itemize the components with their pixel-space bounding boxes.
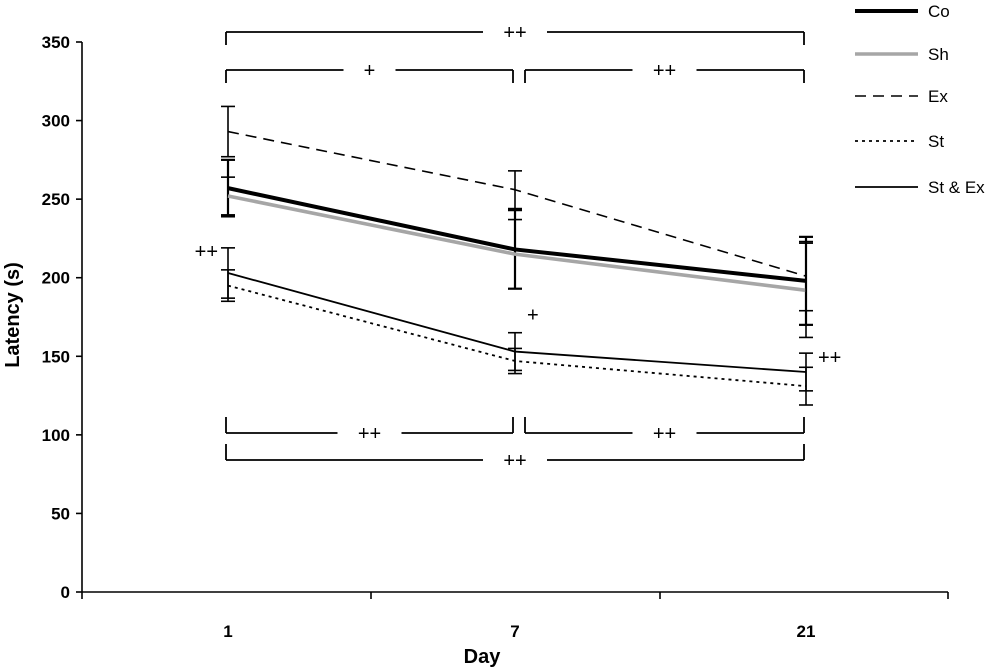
- legend-item: St: [855, 132, 944, 151]
- series-co: [221, 158, 813, 326]
- significance-label: ++: [503, 22, 526, 44]
- chart-axes: 0 50 100 150 200 250 300 350 1 7 21: [42, 33, 949, 641]
- series-st-ex: [221, 247, 813, 392]
- significance-label: +: [364, 60, 376, 82]
- y-tick-label: 250: [42, 190, 70, 209]
- y-tick-label: 200: [42, 269, 70, 288]
- y-tick-label: 50: [51, 504, 70, 523]
- legend-label: Sh: [928, 45, 949, 64]
- chart-legend: Co Sh Ex St St & Ex: [855, 2, 985, 197]
- series-st: [221, 269, 813, 406]
- significance-label: ++: [653, 423, 676, 445]
- legend-item: Sh: [855, 45, 949, 64]
- significance-bracket: ++: [524, 417, 805, 445]
- legend-item: St & Ex: [855, 178, 985, 197]
- legend-item: Ex: [855, 87, 948, 106]
- significance-marker: ++: [818, 347, 841, 369]
- significance-brackets: +++ ++++ +++++++++: [195, 22, 842, 472]
- significance-label: ++: [358, 423, 381, 445]
- series-sh: [221, 176, 813, 339]
- legend-item: Co: [855, 2, 950, 21]
- y-tick-label: 350: [42, 33, 70, 52]
- x-tick-label: 21: [797, 622, 816, 641]
- significance-marker: ++: [195, 241, 218, 263]
- legend-label: Ex: [928, 87, 948, 106]
- significance-bracket: +: [225, 60, 514, 83]
- y-tick-label: 300: [42, 112, 70, 131]
- significance-bracket: ++: [524, 60, 805, 83]
- y-tick-label: 150: [42, 347, 70, 366]
- legend-label: St: [928, 132, 944, 151]
- legend-label: Co: [928, 2, 950, 21]
- x-tick-label: 7: [510, 622, 519, 641]
- series-line: [227, 186, 807, 283]
- significance-bracket: ++: [225, 417, 514, 445]
- legend-label: St & Ex: [928, 178, 985, 197]
- y-tick-label: 0: [61, 583, 70, 602]
- x-axis-title: Day: [464, 646, 502, 668]
- series-ex: [221, 105, 813, 312]
- y-tick-label: 100: [42, 426, 70, 445]
- significance-bracket: ++: [225, 22, 805, 45]
- significance-label: ++: [503, 450, 526, 472]
- significance-marker: +: [527, 305, 539, 327]
- significance-label: ++: [653, 60, 676, 82]
- x-tick-label: 1: [223, 622, 232, 641]
- y-axis-title: Latency (s): [2, 262, 24, 368]
- data-series: [221, 105, 813, 406]
- significance-bracket: ++: [225, 444, 805, 472]
